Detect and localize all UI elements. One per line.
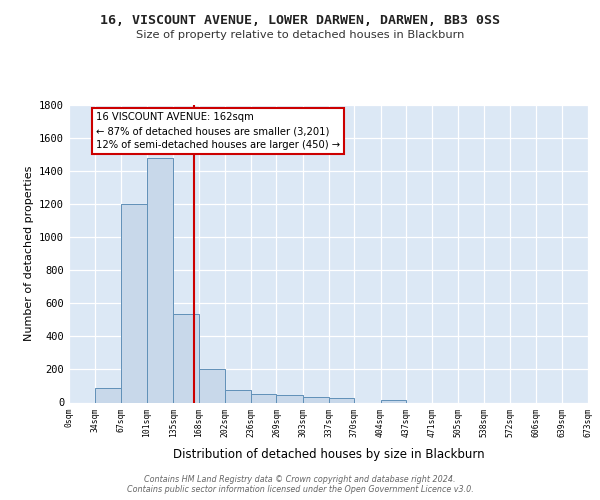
Bar — [147, 158, 173, 402]
Bar — [251, 394, 277, 402]
Text: 16, VISCOUNT AVENUE, LOWER DARWEN, DARWEN, BB3 0SS: 16, VISCOUNT AVENUE, LOWER DARWEN, DARWE… — [100, 14, 500, 27]
Bar — [302, 396, 329, 402]
Bar — [277, 395, 302, 402]
Text: 16 VISCOUNT AVENUE: 162sqm
← 87% of detached houses are smaller (3,201)
12% of s: 16 VISCOUNT AVENUE: 162sqm ← 87% of deta… — [96, 112, 340, 150]
Bar — [121, 204, 147, 402]
X-axis label: Distribution of detached houses by size in Blackburn: Distribution of detached houses by size … — [173, 448, 484, 460]
Y-axis label: Number of detached properties: Number of detached properties — [23, 166, 34, 342]
Text: Size of property relative to detached houses in Blackburn: Size of property relative to detached ho… — [136, 30, 464, 40]
Bar — [173, 314, 199, 402]
Bar — [329, 398, 355, 402]
Bar — [225, 390, 251, 402]
Bar — [199, 368, 225, 402]
Text: Contains HM Land Registry data © Crown copyright and database right 2024.
Contai: Contains HM Land Registry data © Crown c… — [127, 474, 473, 494]
Bar — [380, 400, 406, 402]
Bar — [95, 388, 121, 402]
